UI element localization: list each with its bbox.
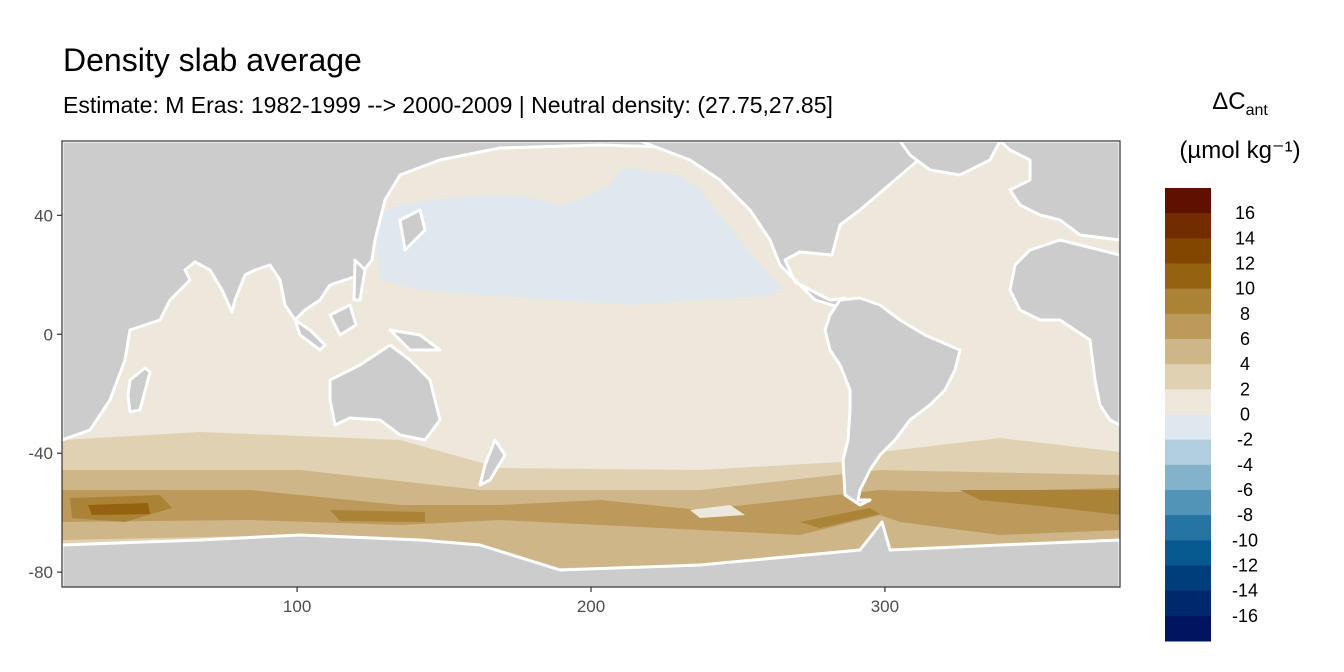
- colorbar-label: 16: [1235, 203, 1255, 223]
- land-north-america: [638, 141, 1002, 308]
- southern-band-10-12: [88, 503, 150, 515]
- colorbar-bin: [1165, 414, 1211, 441]
- colorbar-label: -2: [1237, 430, 1253, 450]
- southern-band-8-10: [330, 510, 425, 522]
- land-africa-west: [1008, 238, 1120, 427]
- colorbar-label: 10: [1235, 279, 1255, 299]
- land-madagascar: [126, 366, 152, 414]
- land-new-zealand: [478, 438, 507, 487]
- colorbar-bin: [1165, 615, 1211, 642]
- colorbar-bin: [1165, 238, 1211, 264]
- map-panel: [62, 141, 1120, 587]
- land: [62, 141, 1120, 587]
- southern-band-8-10: [960, 490, 1120, 515]
- legend-units: (µmol kg⁻¹): [1179, 137, 1301, 164]
- colorbar-label: -10: [1232, 530, 1258, 550]
- land-eurasia-africa: [62, 141, 762, 442]
- colorbar-label: 6: [1240, 329, 1250, 349]
- land-japan: [398, 208, 427, 252]
- colorbar-label: -12: [1232, 556, 1258, 576]
- southern-light-patch: [690, 505, 745, 518]
- y-tick-label: 0: [44, 325, 53, 344]
- colorbar-bin: [1165, 389, 1211, 415]
- land-philippines: [352, 258, 367, 302]
- colorbar-bin: [1165, 439, 1211, 466]
- colorbar-label: 2: [1240, 379, 1250, 399]
- colorbar-bin: [1165, 313, 1211, 340]
- colorbar-bin: [1165, 288, 1211, 315]
- colorbar-bin: [1165, 364, 1211, 390]
- colorbar-label: -16: [1232, 606, 1258, 626]
- southern-band-8-10: [800, 508, 880, 528]
- plot-subtitle: Estimate: M Eras: 1982-1999 --> 2000-200…: [63, 92, 833, 118]
- colorbar-bin: [1165, 590, 1211, 617]
- colorbar-label: 14: [1235, 228, 1255, 248]
- colorbar-label: 0: [1240, 405, 1250, 425]
- legend-title: ΔCant: [1150, 88, 1330, 120]
- colorbar-bin: [1165, 565, 1211, 592]
- colorbar-label: -6: [1237, 480, 1253, 500]
- colorbar-bin: [1165, 263, 1211, 290]
- land-australia: [328, 343, 442, 442]
- colorbar-bin: [1165, 464, 1211, 491]
- legend-title-main: ΔC: [1212, 88, 1246, 115]
- x-tick-label: 300: [871, 597, 899, 616]
- x-tick-label: 200: [577, 597, 605, 616]
- land-borneo: [328, 303, 358, 337]
- y-tick-label: -80: [28, 563, 53, 582]
- land-antarctica: [62, 520, 1120, 587]
- colorbar-label: 4: [1240, 354, 1250, 374]
- x-tick-label: 100: [283, 597, 311, 616]
- land-greenland: [898, 141, 1002, 177]
- colorbar-label: -8: [1237, 505, 1253, 525]
- colorbar-label: 12: [1235, 254, 1255, 274]
- plot-title: Density slab average: [63, 42, 362, 78]
- legend-title-sub: ant: [1245, 101, 1268, 119]
- land-sumatra: [293, 318, 327, 352]
- colorbar-bin: [1165, 515, 1211, 541]
- colorbar-label: -14: [1232, 581, 1258, 601]
- land-new-guinea: [388, 328, 442, 352]
- y-tick-label: -40: [28, 444, 53, 463]
- colorbar-label: -4: [1237, 455, 1253, 475]
- colorbar-bin: [1165, 540, 1211, 566]
- colorbar-label: 8: [1240, 304, 1250, 324]
- colorbar-bin: [1165, 339, 1211, 365]
- y-tick-label: 40: [34, 206, 53, 225]
- land-europe: [998, 141, 1120, 242]
- colorbar-bin: [1165, 490, 1211, 516]
- colorbar: 16 14 12 10 8 6 4 2 0 -2 -4 -6 -8 -10 -12 -14 -16: [1165, 188, 1258, 642]
- colorbar-bin: [1165, 213, 1211, 239]
- land-south-america: [823, 296, 962, 507]
- north-pacific-negative: [375, 168, 782, 305]
- colorbar-bin: [1165, 188, 1211, 214]
